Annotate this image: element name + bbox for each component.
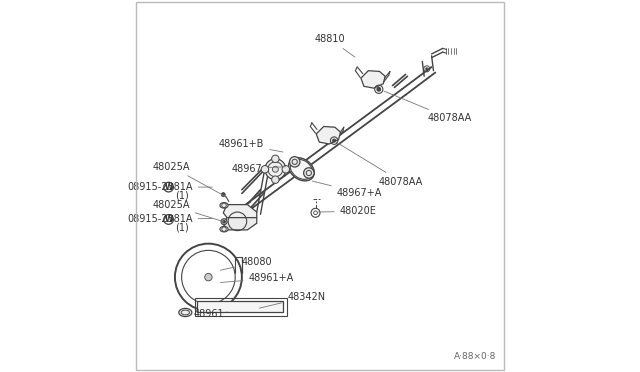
Text: 48025A: 48025A [152, 162, 226, 196]
Text: A·88×0·8: A·88×0·8 [454, 352, 497, 361]
Ellipse shape [179, 308, 192, 317]
Text: 48078AA: 48078AA [336, 142, 423, 186]
Circle shape [221, 219, 227, 225]
Text: 48020E: 48020E [318, 206, 376, 216]
Text: 48967: 48967 [232, 164, 285, 173]
Ellipse shape [289, 158, 314, 181]
Text: 48961+A: 48961+A [220, 273, 294, 283]
Text: 48080: 48080 [220, 257, 272, 270]
Text: W: W [164, 215, 173, 224]
Ellipse shape [220, 202, 228, 208]
Circle shape [289, 157, 300, 167]
Circle shape [303, 168, 314, 178]
Text: 08915-2381A: 08915-2381A [127, 215, 212, 224]
Polygon shape [316, 126, 340, 144]
Circle shape [333, 139, 335, 142]
Polygon shape [361, 71, 385, 88]
Text: (1): (1) [175, 223, 189, 232]
Circle shape [221, 193, 225, 196]
Text: 48967+A: 48967+A [312, 181, 382, 198]
Text: W: W [164, 183, 173, 192]
Polygon shape [197, 301, 283, 312]
Text: 08915-2381A: 08915-2381A [127, 182, 212, 192]
Circle shape [271, 155, 279, 163]
Polygon shape [223, 205, 257, 218]
Circle shape [261, 166, 269, 173]
Circle shape [223, 220, 225, 223]
Polygon shape [223, 218, 257, 230]
Circle shape [273, 166, 278, 172]
Text: (1): (1) [175, 190, 189, 200]
Circle shape [426, 68, 428, 70]
Text: 48342N: 48342N [259, 292, 326, 308]
Circle shape [205, 273, 212, 281]
Text: 48810: 48810 [315, 34, 355, 57]
Circle shape [282, 166, 289, 173]
Circle shape [265, 159, 286, 180]
Circle shape [377, 87, 381, 91]
Text: 48078AA: 48078AA [384, 91, 472, 123]
Text: 48961+B: 48961+B [219, 140, 283, 152]
Text: 48961: 48961 [193, 309, 227, 318]
Text: 48025A: 48025A [152, 201, 223, 222]
Ellipse shape [220, 226, 228, 232]
Circle shape [271, 176, 279, 183]
